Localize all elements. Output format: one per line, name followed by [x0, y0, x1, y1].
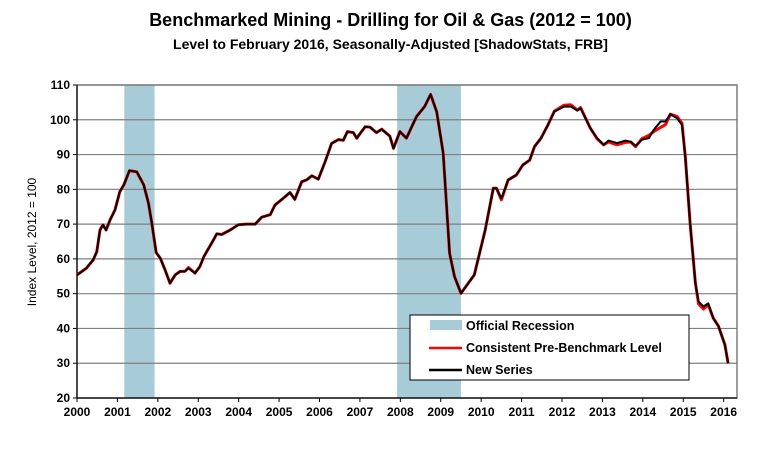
- legend-swatch-recession: [430, 320, 462, 330]
- chart-subtitle: Level to February 2016, Seasonally-Adjus…: [173, 36, 608, 52]
- y-tick-label: 40: [57, 321, 71, 335]
- y-tick-label: 100: [50, 113, 70, 127]
- y-tick-label: 60: [57, 252, 71, 266]
- y-tick-label: 90: [57, 148, 71, 162]
- x-tick-label: 2008: [387, 405, 414, 419]
- y-tick-label: 110: [51, 78, 71, 92]
- x-tick-label: 2006: [306, 405, 333, 419]
- x-tick-label: 2015: [670, 405, 697, 419]
- chart-title: Benchmarked Mining - Drilling for Oil & …: [149, 10, 632, 30]
- x-tick-label: 2012: [549, 405, 576, 419]
- x-tick-label: 2013: [589, 405, 616, 419]
- legend: Official Recession Consistent Pre-Benchm…: [409, 314, 690, 381]
- series-line-new-series: [76, 93, 730, 364]
- x-tick-label: 2001: [104, 405, 131, 419]
- x-tick-label: 2004: [225, 405, 252, 419]
- x-tick-label: 2014: [629, 405, 656, 419]
- x-tick-label: 2002: [144, 405, 171, 419]
- legend-label-recession: Official Recession: [466, 319, 574, 333]
- x-tick-label: 2011: [509, 405, 535, 419]
- recession-band: [124, 85, 155, 398]
- x-tick-label: 2000: [64, 405, 91, 419]
- x-tick-label: 2009: [427, 405, 454, 419]
- y-tick-label: 30: [57, 356, 71, 370]
- legend-label-pre-benchmark: Consistent Pre-Benchmark Level: [466, 341, 662, 355]
- y-tick-label: 70: [57, 217, 71, 231]
- y-tick-label: 20: [57, 391, 71, 405]
- x-tick-label: 2007: [347, 405, 374, 419]
- x-tick-label: 2010: [468, 405, 495, 419]
- x-tick-label: 2003: [185, 405, 212, 419]
- y-tick-label: 80: [57, 182, 71, 196]
- y-axis-label: Index Level, 2012 = 100: [25, 177, 39, 306]
- y-tick-label: 50: [57, 287, 71, 301]
- legend-label-new-series: New Series: [466, 363, 533, 377]
- x-tick-label: 2005: [266, 405, 293, 419]
- x-tick-label: 2016: [710, 405, 737, 419]
